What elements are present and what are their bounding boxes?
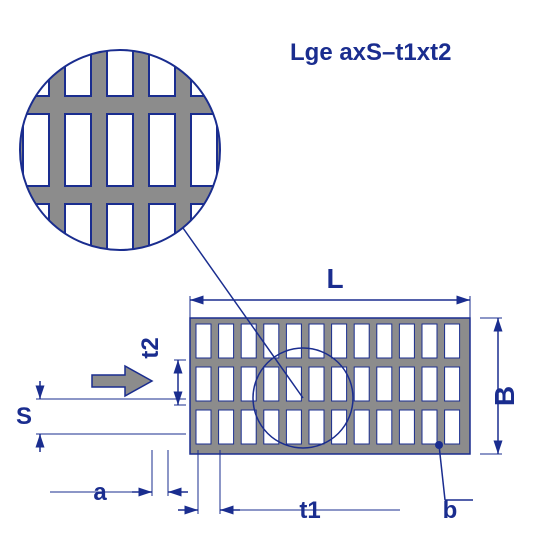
technical-diagram: Lge axS–t1xt2 L Bt2 Sa t1 b [0, 0, 550, 550]
svg-text:B: B [489, 386, 520, 406]
direction-arrow-icon [92, 366, 152, 396]
svg-text:a: a [93, 479, 107, 506]
diagram-container: Lge axS–t1xt2 L Bt2 Sa t1 b [0, 0, 550, 550]
svg-text:t2: t2 [137, 337, 164, 358]
svg-text:t1: t1 [299, 497, 320, 524]
svg-text:S: S [16, 403, 32, 430]
diagram-title: Lge axS–t1xt2 [290, 39, 451, 66]
svg-text:L: L [326, 263, 343, 294]
perforated-plate [190, 318, 470, 454]
svg-text:b: b [443, 497, 458, 524]
magnifier-detail [15, 24, 225, 276]
